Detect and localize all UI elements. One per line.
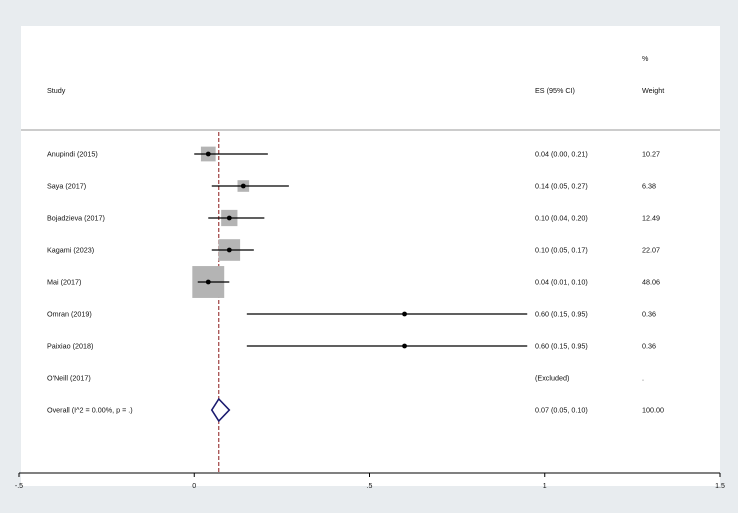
- plot-panel: [21, 26, 720, 486]
- x-axis-tick-label: 1.5: [715, 483, 725, 490]
- study-weight: 0.36: [642, 310, 656, 319]
- study-label: Anupindi (2015): [47, 150, 98, 159]
- study-point-estimate: [240, 183, 246, 189]
- study-label: Saya (2017): [47, 182, 86, 191]
- study-weight: 10.27: [642, 150, 660, 159]
- study-weight: 12.49: [642, 214, 660, 223]
- study-label: Mai (2017): [47, 278, 81, 287]
- overall-weight: 100.00: [642, 406, 664, 415]
- study-ci-text: 0.10 (0.04, 0.20): [535, 214, 588, 223]
- study-weight: .: [642, 374, 644, 383]
- study-point-estimate: [402, 343, 407, 349]
- study-ci-text: 0.60 (0.15, 0.95): [535, 342, 588, 351]
- study-ci-text: 0.04 (0.01, 0.10): [535, 278, 588, 287]
- study-label: O'Neill (2017): [47, 374, 91, 383]
- study-ci-text: 0.14 (0.05, 0.27): [535, 182, 588, 191]
- study-ci-text: 0.60 (0.15, 0.95): [535, 310, 588, 319]
- overall-ci-text: 0.07 (0.05, 0.10): [535, 406, 588, 415]
- x-axis-tick-label: .5: [367, 483, 373, 490]
- study-weight: 22.07: [642, 246, 660, 255]
- study-label: Paixiao (2018): [47, 342, 93, 351]
- overall-diamond: [210, 397, 231, 423]
- study-ci-text: 0.04 (0.00, 0.21): [535, 150, 588, 159]
- weight-header: Weight: [642, 86, 664, 95]
- es-header: ES (95% CI): [535, 86, 575, 95]
- study-label: Omran (2019): [47, 310, 92, 319]
- study-weight: 6.38: [642, 182, 656, 191]
- study-point-estimate: [205, 279, 211, 285]
- x-axis-tick-label: -.5: [15, 483, 23, 490]
- study-ci-text: (Excluded): [535, 374, 569, 383]
- study-label: Bojadzieva (2017): [47, 214, 105, 223]
- weight-header-percent: %: [642, 54, 649, 63]
- study-weight: 0.36: [642, 342, 656, 351]
- overall-label: Overall (I^2 = 0.00%, p = .): [47, 406, 133, 415]
- study-ci-text: 0.10 (0.05, 0.17): [535, 246, 588, 255]
- study-point-estimate: [226, 247, 232, 253]
- study-label: Kagami (2023): [47, 246, 94, 255]
- study-header: Study: [47, 86, 66, 95]
- study-point-estimate: [402, 311, 407, 317]
- study-point-estimate: [205, 151, 211, 157]
- x-axis-tick-label: 0: [192, 483, 196, 490]
- study-point-estimate: [226, 215, 232, 221]
- study-weight: 48.06: [642, 278, 660, 287]
- x-axis-tick-label: 1: [543, 483, 547, 490]
